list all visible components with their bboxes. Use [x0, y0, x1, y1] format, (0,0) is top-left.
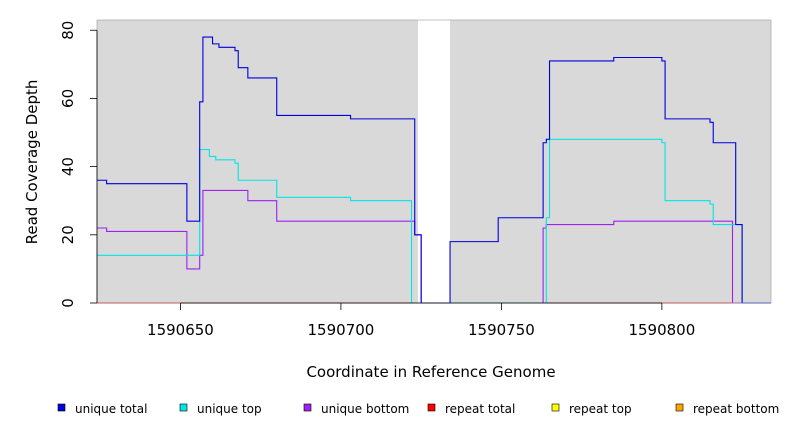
- x-axis-title: Coordinate in Reference Genome: [306, 363, 555, 381]
- series-line-unique-bottom: [97, 189, 771, 304]
- legend-swatch: [551, 403, 560, 412]
- y-tick-label: 80: [59, 21, 77, 40]
- y-tick-label: 40: [59, 157, 77, 176]
- x-tick-label: 1590750: [468, 321, 535, 339]
- legend-label: repeat top: [569, 402, 632, 416]
- legend-label: unique total: [75, 402, 147, 416]
- x-tick-label: 1590800: [628, 321, 695, 339]
- y-tick-label: 60: [59, 89, 77, 108]
- legend: unique total unique top unique bottom repea…: [57, 402, 779, 416]
- legend-swatch: [675, 403, 684, 412]
- y-axis-title: Read Coverage Depth: [23, 80, 41, 245]
- x-axis: 1590650 1590700 1590750 1590800: [147, 302, 695, 339]
- legend-label: repeat total: [445, 402, 515, 416]
- legend-label: unique bottom: [321, 402, 409, 416]
- gap-region: [417, 20, 451, 303]
- legend-swatch: [179, 403, 188, 412]
- legend-swatch: [303, 403, 312, 412]
- y-axis: 0 20 40 60 80: [59, 21, 98, 308]
- y-tick-label: 20: [59, 225, 77, 244]
- legend-swatch: [427, 403, 436, 412]
- legend-label: unique top: [197, 402, 262, 416]
- x-tick-label: 1590650: [147, 321, 214, 339]
- series-line-unique-total: [97, 36, 771, 304]
- legend-label: repeat bottom: [693, 402, 779, 416]
- y-tick-label: 0: [59, 298, 77, 308]
- x-tick-label: 1590700: [308, 321, 375, 339]
- legend-swatch: [57, 403, 66, 412]
